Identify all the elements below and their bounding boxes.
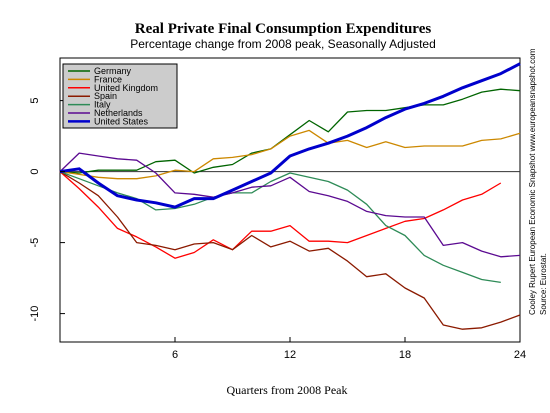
y-tick-label: -10	[29, 306, 41, 322]
chart-title: Real Private Final Consumption Expenditu…	[135, 21, 432, 37]
series-group	[59, 62, 521, 330]
series-line-italy	[59, 170, 501, 284]
series-line-germany	[59, 88, 521, 174]
source-note: Source: Eurostat.	[539, 253, 548, 315]
x-tick-label: 24	[514, 349, 526, 361]
series-line-netherlands	[59, 152, 521, 258]
series-line-united-kingdom	[59, 171, 502, 259]
series-line-united-states	[59, 62, 521, 209]
x-tick-label: 6	[172, 349, 178, 361]
legend-label-united-kingdom: United Kingdom	[94, 83, 158, 93]
x-axis: 6 12 18 24	[172, 337, 526, 361]
y-tick-label: 0	[29, 169, 41, 175]
series-line-spain	[59, 171, 521, 330]
series-line-france	[59, 129, 521, 180]
x-axis-label: Quarters from 2008 Peak	[227, 383, 348, 397]
legend-label-italy: Italy	[94, 100, 111, 110]
legend-label-france: France	[94, 74, 122, 84]
y-tick-label: -5	[29, 238, 41, 248]
credit-note: Cooley Rupert European Economic Snapshot…	[528, 48, 537, 315]
x-tick-label: 18	[399, 349, 411, 361]
legend-label-netherlands: Netherlands	[94, 108, 143, 118]
y-tick-label: 5	[29, 98, 41, 104]
chart-subtitle: Percentage change from 2008 peak, Season…	[130, 37, 436, 51]
x-tick-label: 12	[284, 349, 296, 361]
legend-label-spain: Spain	[94, 91, 117, 101]
legend-label-germany: Germany	[94, 66, 132, 76]
legend-label-united-states: United States	[94, 116, 149, 126]
